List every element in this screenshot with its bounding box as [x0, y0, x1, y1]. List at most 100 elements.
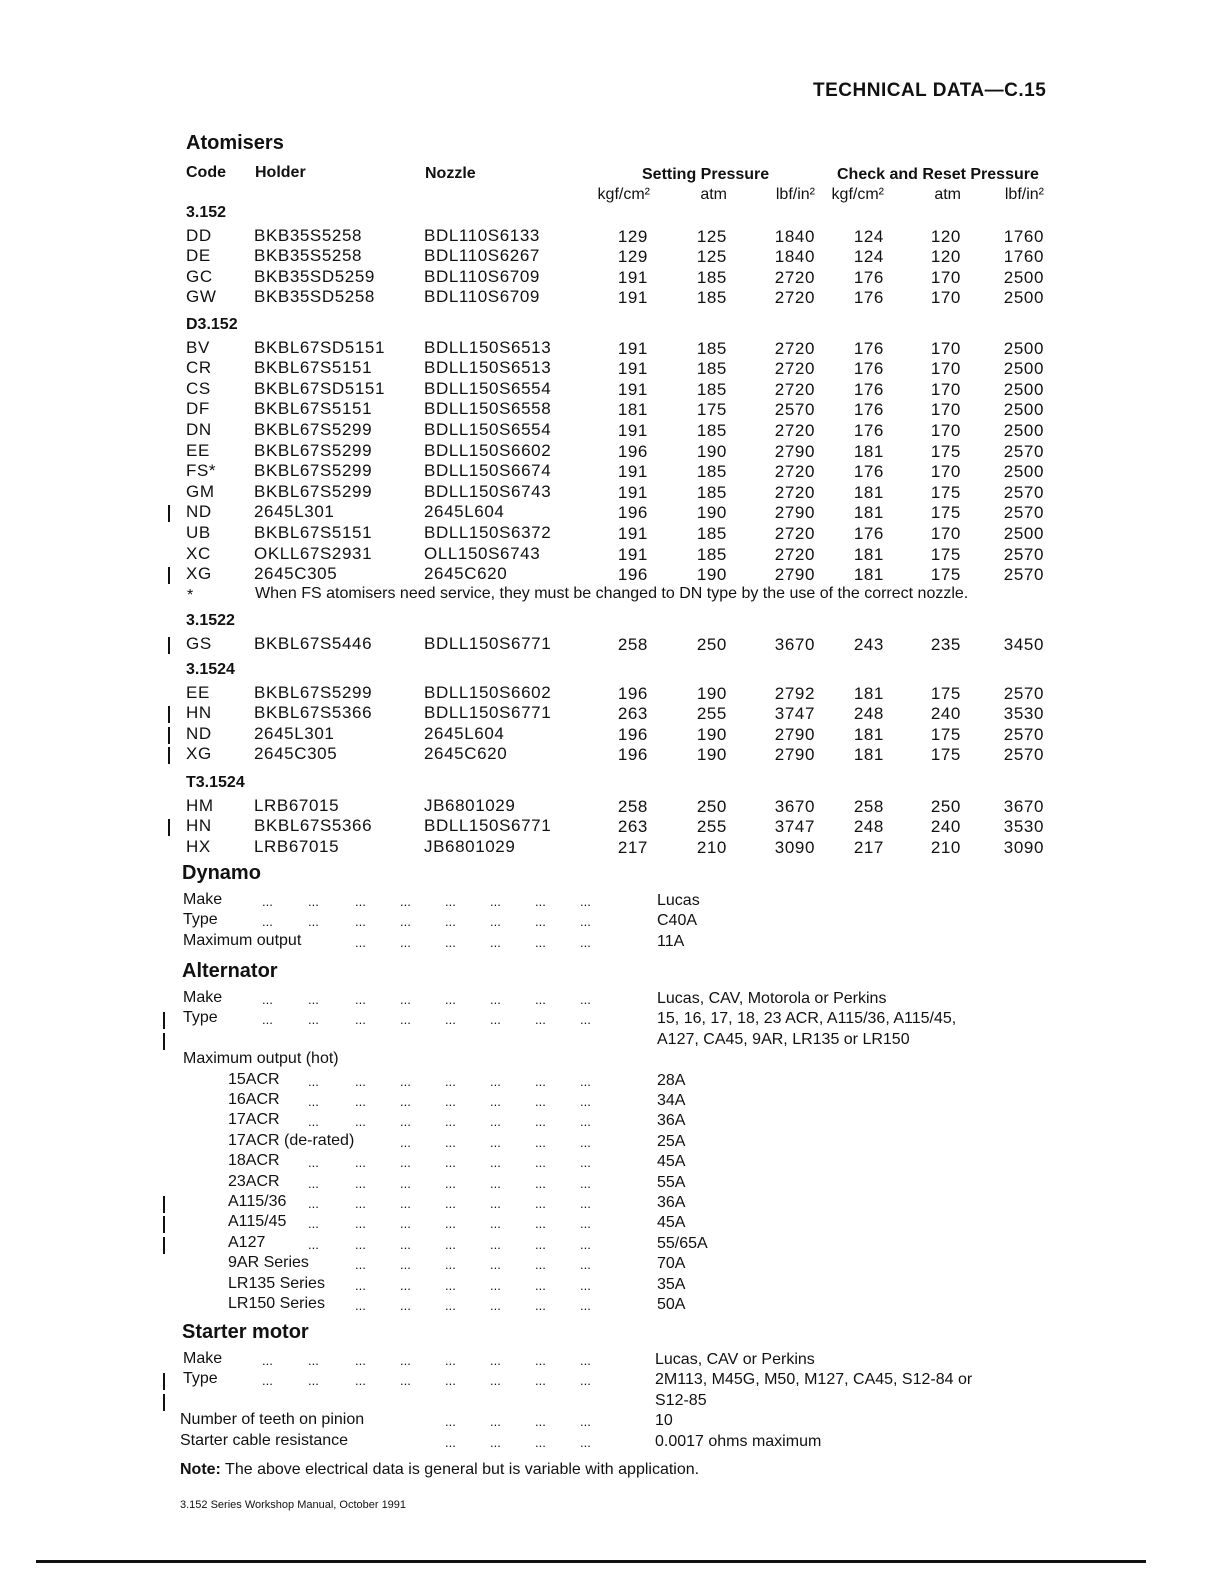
- pressure-value: 190: [696, 503, 727, 523]
- leader-dots: ...: [490, 934, 501, 950]
- leader-dots: ...: [535, 1414, 546, 1430]
- page-header: TECHNICAL DATA—C.15: [813, 80, 1047, 101]
- leader-dots: ...: [445, 1094, 456, 1109]
- pressure-value: 3670: [774, 796, 815, 816]
- leader-dots: ...: [580, 1134, 591, 1150]
- spec-value: 15, 16, 17, 18, 23 ACR, A115/36, A115/45…: [657, 1010, 957, 1028]
- pressure-value: 120: [930, 247, 961, 267]
- leader-dots: ...: [490, 1155, 501, 1171]
- note: Note: The above electrical data is gener…: [180, 1461, 699, 1479]
- holder-part-number: BKB35SD5259: [254, 266, 375, 286]
- pressure-value: 2500: [1003, 338, 1044, 358]
- leader-dots: ...: [445, 1155, 456, 1171]
- leader-dots: ...: [262, 894, 273, 909]
- pressure-value: 263: [617, 817, 648, 837]
- leader-dots: ...: [355, 1094, 366, 1109]
- leader-dots: ...: [445, 1277, 456, 1293]
- atomiser-code: GM: [186, 481, 215, 501]
- footnote: When FS atomisers need service, they mus…: [255, 584, 969, 602]
- pressure-value: 3670: [774, 634, 815, 654]
- pressure-value: 3747: [774, 704, 815, 724]
- leader-dots: ...: [355, 1277, 366, 1293]
- atomiser-code: XC: [186, 543, 211, 563]
- unit-label: lbf/in²: [1004, 186, 1044, 203]
- holder-part-number: BKBL67S5299: [254, 481, 373, 501]
- leader-dots: ...: [400, 1277, 411, 1293]
- pressure-value: 124: [853, 226, 884, 246]
- pressure-value: 120: [930, 226, 961, 246]
- col-check-reset-pressure: Check and Reset Pressure: [837, 166, 1039, 183]
- nozzle-part-number: BDLL150S6602: [424, 682, 552, 702]
- leader-dots: ...: [400, 1257, 411, 1273]
- footer: 3.152 Series Workshop Manual, October 19…: [180, 1499, 407, 1511]
- atomiser-code: ND: [186, 723, 212, 743]
- pressure-value: 2500: [1003, 379, 1044, 399]
- pressure-value: 175: [696, 400, 727, 420]
- nozzle-part-number: BDLL150S6771: [424, 703, 552, 723]
- holder-part-number: BKBL67S5446: [254, 633, 373, 653]
- pressure-value: 170: [930, 400, 961, 420]
- leader-dots: ...: [355, 1175, 366, 1191]
- nozzle-part-number: BDLL150S6554: [424, 378, 552, 398]
- pressure-value: 2720: [774, 338, 815, 358]
- change-bar: [168, 636, 170, 654]
- holder-part-number: 2645L301: [254, 502, 335, 522]
- atomiser-code: CS: [186, 378, 211, 398]
- leader-dots: ...: [445, 1216, 456, 1232]
- spec-value: Lucas, CAV or Perkins: [655, 1351, 815, 1368]
- nozzle-part-number: 2645L604: [424, 723, 505, 743]
- atomiser-code: GW: [186, 287, 217, 307]
- leader-dots: ...: [580, 1257, 591, 1273]
- pressure-value: 175: [930, 482, 961, 502]
- leader-dots: ...: [400, 1353, 411, 1368]
- change-bar: [163, 1216, 165, 1234]
- spec-value: 45A: [657, 1153, 686, 1171]
- spec-label: Number of teeth on pinion: [180, 1411, 365, 1429]
- leader-dots: ...: [580, 1094, 591, 1109]
- atomiser-code: XG: [186, 744, 212, 764]
- page-bottom-rule: [36, 1560, 1146, 1563]
- spec-label: Make: [183, 1350, 223, 1367]
- holder-part-number: BKBL67S5366: [254, 816, 373, 836]
- nozzle-part-number: BDLL150S6513: [424, 337, 552, 357]
- change-bar: [168, 505, 170, 523]
- spec-label: 18ACR: [228, 1152, 280, 1170]
- change-bar: [168, 747, 170, 765]
- pressure-value: 175: [930, 724, 961, 744]
- pressure-value: 2500: [1003, 267, 1044, 287]
- leader-dots: ...: [400, 1175, 411, 1191]
- group-heading: 3.1522: [186, 612, 235, 629]
- pressure-value: 191: [617, 359, 648, 379]
- holder-part-number: BKBL67S5299: [254, 420, 373, 439]
- spec-label: Type: [183, 1009, 218, 1027]
- unit-label: atm: [700, 186, 727, 203]
- leader-dots: ...: [262, 1373, 273, 1389]
- pressure-value: 1840: [774, 226, 815, 246]
- spec-value: Lucas: [657, 892, 700, 909]
- pressure-value: 185: [696, 421, 727, 440]
- atomiser-code: HX: [186, 836, 211, 856]
- pressure-value: 190: [696, 724, 727, 744]
- unit-label: kgf/cm²: [597, 186, 650, 203]
- atomiser-code: FS*: [186, 461, 217, 481]
- pressure-value: 2570: [1003, 441, 1044, 461]
- leader-dots: ...: [490, 1373, 501, 1389]
- spec-value: 45A: [657, 1214, 686, 1232]
- holder-part-number: LRB67015: [254, 836, 340, 856]
- leader-dots: ...: [580, 1434, 591, 1450]
- spec-value: C40A: [657, 912, 698, 930]
- holder-part-number: BKBL67S5299: [254, 440, 373, 460]
- leader-dots: ...: [580, 1196, 591, 1211]
- pressure-value: 191: [617, 267, 648, 287]
- pressure-value: 196: [617, 683, 648, 703]
- leader-dots: ...: [308, 1373, 319, 1389]
- pressure-value: 176: [853, 338, 884, 358]
- pressure-value: 125: [696, 247, 727, 267]
- leader-dots: ...: [490, 1277, 501, 1293]
- leader-dots: ...: [355, 1155, 366, 1171]
- spec-label: A127: [228, 1233, 266, 1251]
- holder-part-number: BKBL67S5151: [254, 399, 373, 419]
- leader-dots: ...: [580, 992, 591, 1007]
- pressure-value: 2720: [774, 359, 815, 379]
- pressure-value: 181: [853, 683, 884, 703]
